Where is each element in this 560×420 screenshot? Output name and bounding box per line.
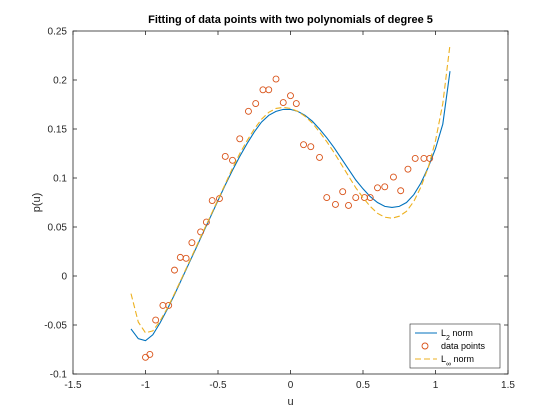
data-point	[208, 197, 216, 204]
y-tick-label: 0.25	[48, 27, 68, 38]
data-point	[316, 153, 323, 161]
x-tick-label: 1.5	[501, 380, 515, 391]
data-point	[252, 100, 260, 107]
linf-norm-line	[130, 44, 451, 334]
y-tick-label: -0.05	[44, 321, 67, 332]
data-point	[279, 99, 287, 106]
data-point	[229, 156, 236, 164]
legend-label: L2 norm	[441, 328, 473, 342]
data-point	[197, 228, 205, 236]
legend-label-subscript: ∞	[446, 361, 451, 368]
legend-box	[409, 323, 501, 369]
y-tick-label: 0.1	[53, 174, 67, 185]
x-tick-label: 1	[433, 380, 439, 391]
legend-label: data points	[441, 341, 486, 351]
data-point	[152, 316, 160, 324]
data-point	[366, 194, 374, 202]
data-point	[390, 173, 397, 181]
x-axis-label: u	[287, 396, 293, 408]
y-tick-label: 0.2	[53, 76, 67, 87]
data-point	[146, 350, 154, 358]
legend-label-name: L	[441, 328, 446, 338]
y-axis-label: p(u)	[31, 193, 43, 213]
data-point	[411, 154, 419, 162]
data-point	[374, 184, 381, 192]
x-tick-label: -0.5	[209, 380, 227, 391]
data-point	[300, 141, 307, 149]
legend-label-name: data points	[441, 341, 486, 351]
data-point	[307, 143, 315, 151]
legend-label: L∞ norm	[441, 354, 474, 368]
legend-label-name: L	[441, 354, 446, 364]
data-point	[352, 194, 360, 202]
data-point	[265, 86, 273, 94]
data-point	[397, 187, 405, 195]
l2-norm-line	[130, 71, 451, 342]
y-tick-label: 0.15	[48, 125, 68, 136]
data-point	[345, 201, 352, 209]
x-tick-label: -1	[141, 380, 150, 391]
data-point	[188, 239, 196, 247]
data-point	[202, 218, 210, 226]
legend-label-suffix: norm	[450, 328, 473, 338]
data-point	[332, 201, 339, 208]
legend-label-subscript: 2	[446, 335, 450, 342]
series-layer	[130, 44, 451, 361]
y-tick-label: -0.1	[50, 370, 68, 381]
data-point	[244, 107, 252, 115]
legend-marker	[421, 342, 429, 350]
plot-area	[73, 31, 508, 374]
data-point	[221, 152, 229, 160]
legend-label-suffix: norm	[451, 354, 474, 364]
data-point	[381, 183, 389, 191]
x-tick-label: 0	[288, 380, 294, 391]
data-point	[404, 165, 412, 173]
data-point	[292, 100, 300, 107]
data-point	[182, 254, 190, 262]
y-tick-label: 0	[61, 272, 67, 283]
data-point	[287, 92, 294, 100]
data-point	[165, 301, 173, 309]
data-point	[339, 188, 347, 196]
data-point	[426, 154, 434, 162]
x-tick-label: -1.5	[64, 380, 82, 391]
ticks-layer: -1.5 -1 -0.5 0 0.5 1 1.5 -0.1 -0.05 0 0.05 0.1 0.15 0…	[44, 27, 515, 392]
data-point	[272, 75, 280, 83]
chart-title: Fitting of data points with two polynomi…	[148, 14, 433, 26]
x-tick-label: 0.5	[356, 380, 370, 391]
data-point	[236, 135, 244, 143]
data-point	[171, 266, 178, 274]
data-point	[323, 194, 331, 202]
y-tick-label: 0.05	[48, 223, 68, 234]
